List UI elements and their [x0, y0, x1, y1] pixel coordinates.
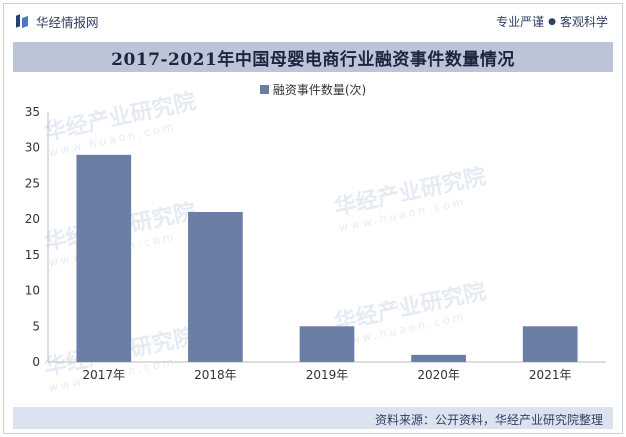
chart-frame: 华经产业研究院 www.huaon.com 华经产业研究院 www.huaon.co… — [3, 3, 623, 434]
bar — [76, 154, 132, 362]
source-note: 资料来源：公开资料，华经产业研究院整理 — [374, 413, 603, 427]
x-tick-label: 2019年 — [306, 368, 349, 382]
y-tick-label: 35 — [25, 105, 40, 119]
bar — [299, 326, 355, 362]
legend: 融资事件数量(次) — [4, 81, 622, 98]
slogan-right: 客观科学 — [559, 15, 608, 29]
y-tick-label: 5 — [32, 319, 40, 333]
slogan-left: 专业严谨 — [496, 15, 545, 29]
brand: 华经情报网 — [16, 12, 99, 30]
legend-swatch — [259, 85, 269, 94]
y-tick-label: 25 — [25, 176, 40, 190]
x-tick-label: 2017年 — [83, 368, 126, 382]
x-tick-label: 2021年 — [529, 368, 572, 382]
y-tick-label: 0 — [32, 355, 40, 369]
x-tick-label: 2018年 — [194, 368, 237, 382]
title-band: 2017-2021年中国母婴电商行业融资事件数量情况 — [13, 42, 613, 72]
y-tick-label: 20 — [25, 212, 40, 226]
chart-title: 2017-2021年中国母婴电商行业融资事件数量情况 — [111, 49, 515, 70]
bar — [188, 212, 243, 362]
slogan-dot-icon: ● — [548, 16, 556, 27]
x-tick-label: 2020年 — [417, 368, 460, 382]
bar — [411, 354, 466, 362]
brand-name: 华经情报网 — [36, 14, 99, 30]
legend-label: 融资事件数量(次) — [272, 83, 367, 97]
slogan: 专业严谨 ● 客观科学 — [496, 13, 608, 30]
y-tick-label: 10 — [25, 284, 40, 298]
footer-band: 资料来源：公开资料，华经产业研究院整理 — [13, 407, 613, 429]
y-tick-label: 15 — [25, 248, 40, 262]
top-bar: 华经情报网 专业严谨 ● 客观科学 — [4, 4, 622, 36]
bar — [522, 326, 578, 362]
bar-chart: 0 5 10 15 20 25 30 35 2017年 2018年 2019年 2020年 2021年 — [25, 105, 606, 382]
y-tick-label: 30 — [25, 141, 40, 155]
